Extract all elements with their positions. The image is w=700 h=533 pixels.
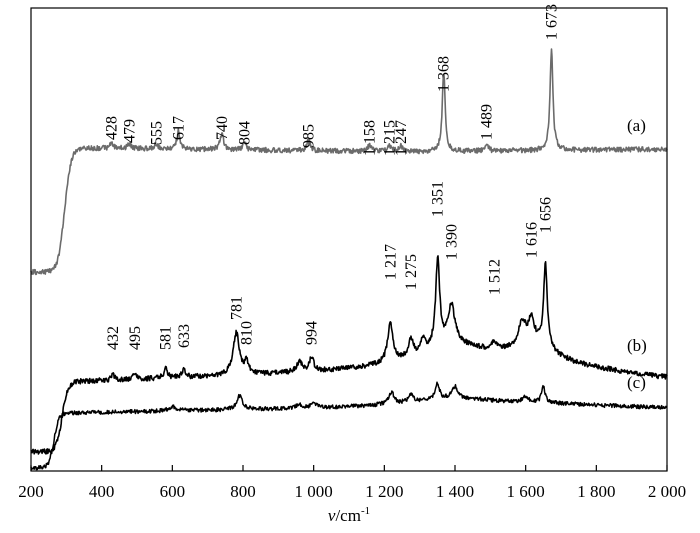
spectrum-curves bbox=[30, 48, 668, 471]
series-line-b bbox=[30, 255, 668, 455]
peak-label-a: 428 bbox=[104, 116, 121, 140]
x-tick-label: 1 200 bbox=[365, 482, 403, 501]
peak-label-b: 495 bbox=[127, 326, 144, 350]
peak-label-b: 1 616 bbox=[523, 222, 540, 258]
peak-label-a: 985 bbox=[300, 124, 317, 148]
peak-label-b: 810 bbox=[239, 321, 256, 345]
x-tick-label: 1 400 bbox=[436, 482, 474, 501]
peak-label-a: 804 bbox=[236, 121, 253, 145]
x-tick-label: 1 600 bbox=[507, 482, 545, 501]
peak-label-a: 1 247 bbox=[393, 120, 410, 156]
curve-label-a: (a) bbox=[627, 116, 646, 135]
peak-label-a: 479 bbox=[122, 119, 139, 143]
curve-label-b: (b) bbox=[627, 336, 647, 355]
peak-label-b: 432 bbox=[105, 326, 122, 350]
curve-labels: (a) (b) (c) bbox=[627, 116, 647, 392]
peak-label-b: 581 bbox=[158, 326, 175, 350]
peak-label-b: 1 390 bbox=[444, 224, 461, 260]
x-tick-label: 1 800 bbox=[577, 482, 615, 501]
peak-label-b: 1 217 bbox=[382, 244, 399, 280]
peak-label-a: 1 215 bbox=[382, 120, 399, 156]
x-axis-ticks: 200 400 600 800 1 000 1 200 1 400 1 600 1 800 2 0… bbox=[18, 465, 686, 501]
peak-label-a: 1 368 bbox=[436, 56, 453, 92]
peak-label-a: 555 bbox=[148, 121, 165, 145]
x-tick-label: 800 bbox=[230, 482, 256, 501]
peak-label-a: 1 158 bbox=[362, 120, 379, 156]
x-tick-label: 200 bbox=[18, 482, 44, 501]
x-tick-label: 600 bbox=[160, 482, 186, 501]
peak-label-a: 617 bbox=[170, 116, 187, 140]
peak-label-b: 994 bbox=[304, 321, 321, 345]
x-tick-label: 2 000 bbox=[648, 482, 686, 501]
plot-frame bbox=[30, 7, 668, 472]
x-tick-label: 400 bbox=[89, 482, 115, 501]
peak-label-b: 1 275 bbox=[403, 254, 420, 290]
peak-label-b: 1 656 bbox=[538, 197, 555, 233]
peak-label-b: 1 351 bbox=[430, 181, 447, 217]
peak-label-a: 1 489 bbox=[478, 104, 495, 140]
series-line-a bbox=[30, 48, 668, 276]
peak-label-a: 1 673 bbox=[544, 4, 561, 40]
curve-label-c: (c) bbox=[627, 373, 646, 392]
peak-label-b: 781 bbox=[228, 296, 245, 320]
peak-label-b: 633 bbox=[176, 324, 193, 348]
x-axis-label: v/cm-1 bbox=[328, 505, 370, 525]
series-line-c bbox=[30, 381, 668, 471]
peak-label-b: 1 512 bbox=[487, 259, 504, 295]
peak-label-a: 740 bbox=[214, 116, 231, 140]
x-tick-label: 1 000 bbox=[295, 482, 333, 501]
